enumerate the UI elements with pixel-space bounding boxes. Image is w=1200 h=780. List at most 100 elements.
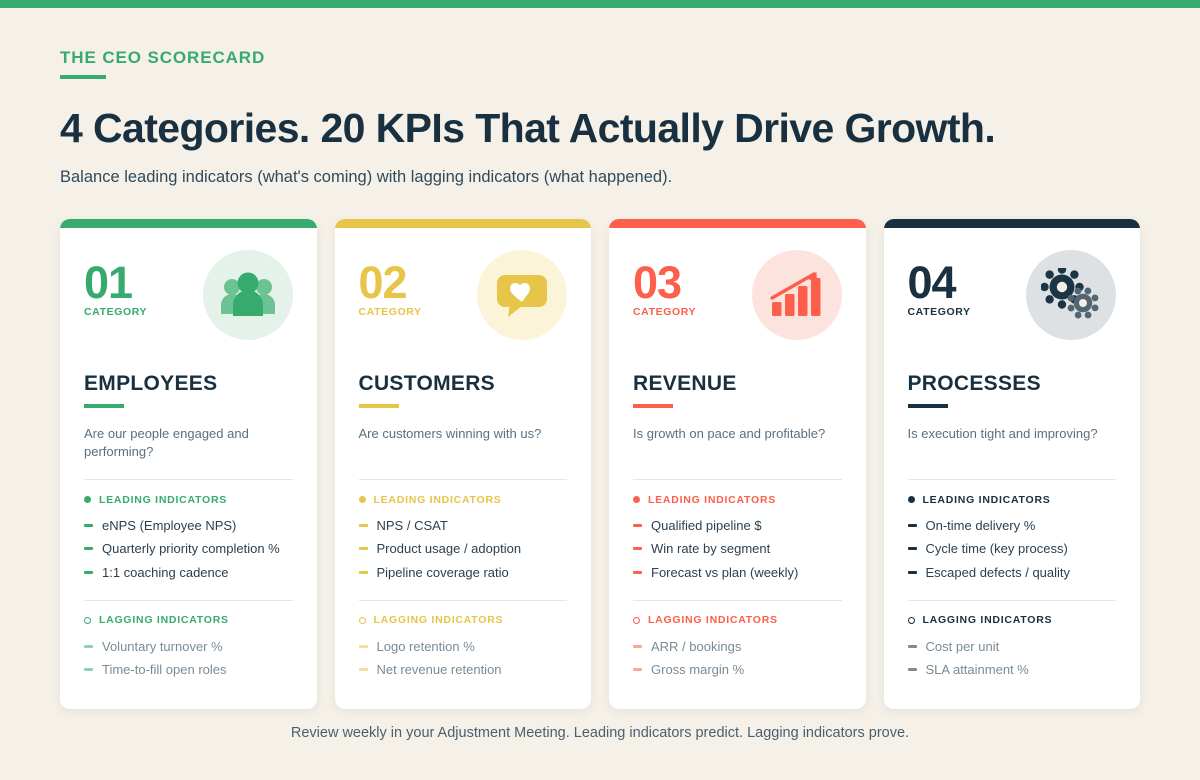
lagging-indicator-item: Net revenue retention bbox=[358, 659, 568, 682]
card-question: Is growth on pace and profitable? bbox=[633, 425, 826, 441]
lagging-indicators-section: LAGGING INDICATORS Voluntary turnover % Ti… bbox=[84, 614, 293, 682]
dash-marker-icon bbox=[633, 668, 642, 672]
card-category-label: CATEGORY bbox=[84, 305, 148, 318]
leading-indicators-section: LEADING INDICATORS On-time delivery % Cycl… bbox=[907, 493, 1117, 585]
indicator-label: Cost per unit bbox=[925, 638, 1000, 654]
card-title-block: PROCESSES bbox=[907, 371, 1117, 408]
indicator-label: 1:1 coaching cadence bbox=[102, 564, 229, 580]
dash-marker-icon bbox=[84, 644, 93, 648]
card-divider bbox=[84, 478, 293, 480]
dash-marker-icon bbox=[633, 644, 642, 648]
indicator-label: On-time delivery % bbox=[925, 518, 1036, 534]
lagging-indicators-section: LAGGING INDICATORS Cost per unit SLA attai… bbox=[907, 614, 1117, 682]
card-header: 04 CATEGORY bbox=[907, 249, 1116, 346]
indicator-label: eNPS (Employee NPS) bbox=[102, 518, 237, 534]
page-subtitle: Balance leading indicators (what's comin… bbox=[60, 168, 673, 187]
lagging-indicators-label: LAGGING INDICATORS bbox=[648, 614, 778, 627]
category-card-processes[interactable]: 04 CATEGORY PROCESSES Is execution tight an… bbox=[883, 218, 1141, 709]
card-title: CUSTOMERS bbox=[358, 371, 495, 395]
lagging-indicators-label: LAGGING INDICATORS bbox=[922, 614, 1053, 627]
lagging-indicators-list: Logo retention % Net revenue retention bbox=[358, 635, 568, 682]
card-number-block: 03 CATEGORY bbox=[633, 250, 696, 318]
card-category-label: CATEGORY bbox=[907, 305, 971, 318]
card-body: 02 CATEGORY CUSTOMERS Are customers winning… bbox=[335, 228, 592, 709]
card-title-block: EMPLOYEES bbox=[84, 372, 293, 408]
lagging-indicator-item: Logo retention % bbox=[358, 635, 568, 658]
hollow-ring-icon bbox=[907, 616, 915, 624]
card-divider bbox=[633, 600, 842, 602]
leading-indicators-label: LEADING INDICATORS bbox=[99, 493, 228, 506]
leading-indicator-item: On-time delivery % bbox=[907, 515, 1117, 538]
card-divider bbox=[907, 478, 1116, 480]
card-title: EMPLOYEES bbox=[84, 371, 218, 395]
filled-dot-icon bbox=[907, 496, 915, 504]
lagging-indicators-heading: LAGGING INDICATORS bbox=[633, 614, 842, 626]
card-body: 03 CATEGORY REVENUE Is growth on pace and p… bbox=[609, 228, 866, 709]
leading-indicator-item: Escaped defects / quality bbox=[907, 561, 1117, 584]
indicator-label: Escaped defects / quality bbox=[925, 564, 1071, 580]
top-accent-bar bbox=[0, 0, 1200, 8]
hollow-ring-icon bbox=[84, 616, 91, 624]
leading-indicators-section: LEADING INDICATORS eNPS (Employee NPS) Qua… bbox=[84, 494, 293, 585]
dash-marker-icon bbox=[633, 570, 642, 574]
dash-marker-icon bbox=[907, 668, 917, 672]
card-body: 01 CATEGORY EMPLOYEES Are our people engage… bbox=[60, 228, 317, 709]
leading-indicators-section: LEADING INDICATORS Qualified pipeline $ Wi… bbox=[633, 494, 842, 585]
card-title-underline bbox=[907, 403, 948, 408]
lagging-indicators-label: LAGGING INDICATORS bbox=[373, 614, 504, 627]
leading-indicators-label: LEADING INDICATORS bbox=[373, 493, 502, 506]
category-card-grid: 01 CATEGORY EMPLOYEES Are our people engage… bbox=[60, 218, 1141, 709]
dash-marker-icon bbox=[907, 547, 917, 551]
category-card-revenue[interactable]: 03 CATEGORY REVENUE Is growth on pace and p… bbox=[609, 218, 866, 709]
indicator-label: Qualified pipeline $ bbox=[651, 518, 762, 534]
card-number-block: 02 CATEGORY bbox=[359, 250, 422, 318]
leading-indicators-label: LEADING INDICATORS bbox=[922, 493, 1051, 506]
dash-marker-icon bbox=[84, 668, 93, 672]
card-header: 01 CATEGORY bbox=[84, 249, 293, 346]
leading-indicators-list: eNPS (Employee NPS) Quarterly priority co… bbox=[84, 515, 293, 585]
card-body: 04 CATEGORY PROCESSES Is execution tight an… bbox=[884, 228, 1141, 709]
indicator-label: Pipeline coverage ratio bbox=[376, 564, 509, 580]
lagging-indicators-list: Voluntary turnover % Time-to-fill open ro… bbox=[84, 635, 293, 682]
growth-chart-icon bbox=[751, 249, 842, 340]
header: THE CEO SCORECARD 4 Categories. 20 KPIs … bbox=[60, 0, 1140, 189]
leading-indicator-item: Cycle time (key process) bbox=[907, 538, 1117, 561]
leading-indicators-list: Qualified pipeline $ Win rate by segment F… bbox=[633, 515, 842, 585]
category-card-customers[interactable]: 02 CATEGORY CUSTOMERS Are customers winning… bbox=[334, 218, 592, 709]
indicator-label: NPS / CSAT bbox=[376, 518, 448, 534]
eyebrow-label: THE CEO SCORECARD bbox=[60, 48, 266, 67]
lagging-indicators-heading: LAGGING INDICATORS bbox=[358, 614, 568, 627]
people-icon bbox=[202, 249, 293, 340]
dash-marker-icon bbox=[84, 547, 93, 551]
dash-marker-icon bbox=[358, 524, 368, 528]
lagging-indicator-item: Gross margin % bbox=[633, 659, 842, 682]
card-title: PROCESSES bbox=[907, 371, 1041, 395]
card-header: 03 CATEGORY bbox=[633, 249, 842, 346]
card-title-block: REVENUE bbox=[633, 372, 842, 408]
dash-marker-icon bbox=[84, 524, 93, 528]
card-accent-bar bbox=[609, 218, 866, 228]
leading-indicator-item: eNPS (Employee NPS) bbox=[84, 515, 293, 538]
leading-indicator-item: Forecast vs plan (weekly) bbox=[633, 561, 842, 584]
indicator-label: Win rate by segment bbox=[651, 541, 771, 557]
leading-indicators-section: LEADING INDICATORS NPS / CSAT Product usag… bbox=[358, 493, 568, 585]
dash-marker-icon bbox=[633, 524, 642, 528]
leading-indicators-label: LEADING INDICATORS bbox=[648, 493, 777, 506]
card-divider bbox=[633, 478, 842, 480]
leading-indicator-item: Product usage / adoption bbox=[358, 538, 568, 561]
card-number-block: 01 CATEGORY bbox=[84, 250, 147, 318]
leading-indicator-item: NPS / CSAT bbox=[358, 515, 568, 538]
dash-marker-icon bbox=[907, 570, 917, 574]
leading-indicators-heading: LEADING INDICATORS bbox=[907, 493, 1117, 506]
filled-dot-icon bbox=[358, 496, 366, 504]
card-title-underline bbox=[358, 403, 399, 408]
category-card-employees[interactable]: 01 CATEGORY EMPLOYEES Are our people engage… bbox=[60, 218, 317, 709]
card-divider bbox=[84, 600, 293, 602]
card-question: Are our people engaged and performing? bbox=[84, 425, 249, 460]
lagging-indicator-item: Cost per unit bbox=[907, 635, 1117, 658]
dash-marker-icon bbox=[633, 547, 642, 551]
indicator-label: Voluntary turnover % bbox=[102, 638, 223, 654]
eyebrow-underline bbox=[60, 75, 106, 80]
card-accent-bar bbox=[60, 218, 317, 228]
